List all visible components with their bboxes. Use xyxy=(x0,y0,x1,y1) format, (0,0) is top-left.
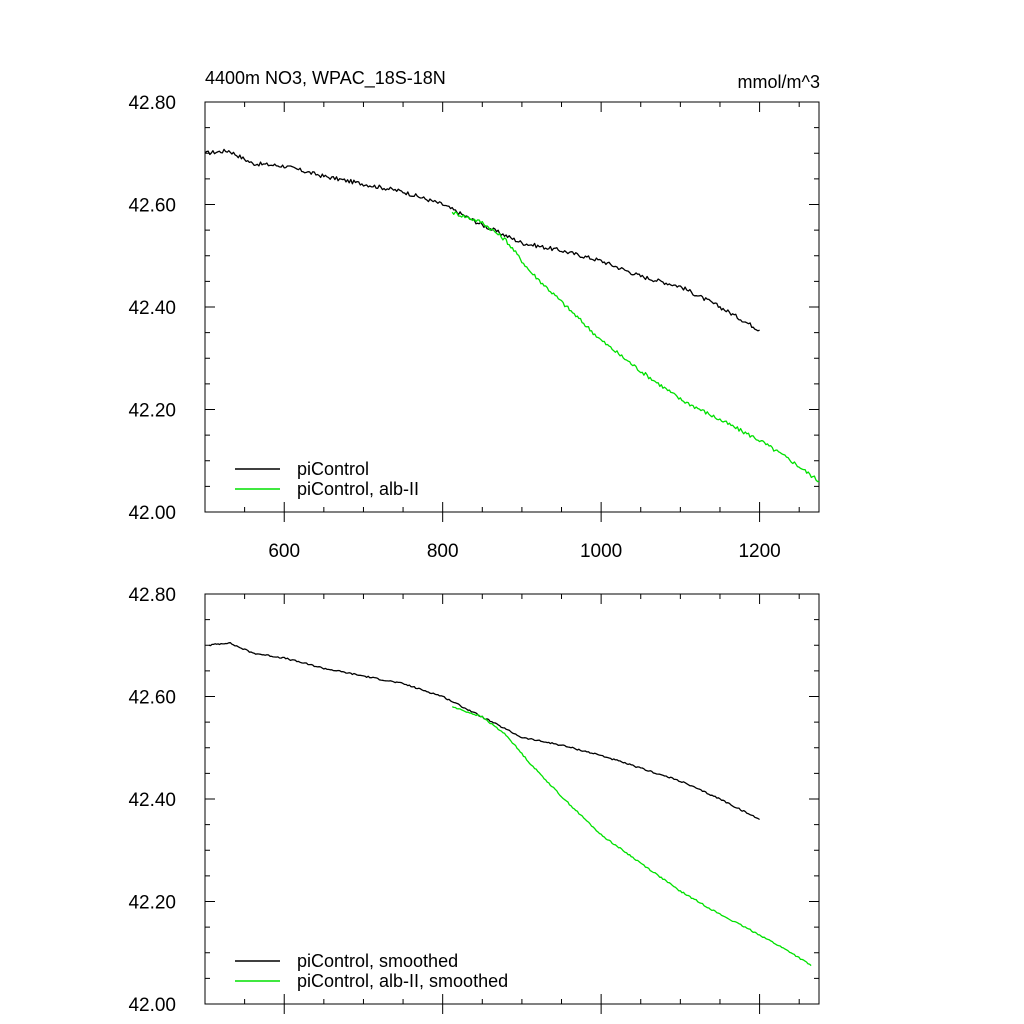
y-tick-label: 42.40 xyxy=(128,298,176,319)
tick-marks xyxy=(205,593,819,1014)
x-tick-label: 600 xyxy=(268,541,300,562)
y-tick-label: 42.00 xyxy=(128,995,176,1016)
series-line-picontrol-alb-ii xyxy=(451,211,820,483)
series-lines xyxy=(204,148,820,483)
panel-title: 4400m NO3, WPAC_18S-18N xyxy=(205,68,446,89)
x-axis-labels: 600 800 1000 1200 xyxy=(268,541,780,562)
y-tick-label: 42.80 xyxy=(128,93,176,114)
legend-label-picontrol-alb-ii-smoothed: piControl, alb-II, smoothed xyxy=(297,971,508,991)
legend-label-picontrol: piControl xyxy=(297,459,369,479)
top-panel: 4400m NO3, WPAC_18S-18N mmol/m^3 42.00 4… xyxy=(128,68,820,562)
y-tick-label: 42.60 xyxy=(128,688,176,709)
y-tick-label: 42.40 xyxy=(128,790,176,811)
tick-marks xyxy=(205,101,819,522)
y-tick-label: 42.60 xyxy=(128,196,176,217)
plot-frame xyxy=(204,101,820,513)
x-tick-label: 1200 xyxy=(738,541,780,562)
x-tick-label: 1000 xyxy=(580,541,622,562)
legend-label-picontrol-alb-ii: piControl, alb-II xyxy=(297,479,419,499)
series-line-picontrol xyxy=(204,148,760,332)
y-tick-label: 42.00 xyxy=(128,503,176,524)
series-line-picontrol-smoothed xyxy=(208,642,760,821)
bottom-panel: 42.00 42.20 42.40 42.60 42.80 piControl,… xyxy=(128,585,820,1016)
series-lines xyxy=(208,642,812,967)
legend-label-picontrol-smoothed: piControl, smoothed xyxy=(297,951,458,971)
y-tick-label: 42.20 xyxy=(128,401,176,422)
y-tick-label: 42.20 xyxy=(128,893,176,914)
y-axis-labels: 42.00 42.20 42.40 42.60 42.80 xyxy=(128,93,176,524)
series-line-picontrol-alb-ii-smoothed xyxy=(451,706,812,967)
panel-units: mmol/m^3 xyxy=(738,72,820,92)
y-tick-label: 42.80 xyxy=(128,585,176,606)
x-tick-label: 800 xyxy=(427,541,459,562)
legend: piControl piControl, alb-II xyxy=(235,459,419,499)
y-axis-labels: 42.00 42.20 42.40 42.60 42.80 xyxy=(128,585,176,1016)
plot-frame xyxy=(204,593,820,1005)
legend: piControl, smoothed piControl, alb-II, s… xyxy=(235,951,508,991)
